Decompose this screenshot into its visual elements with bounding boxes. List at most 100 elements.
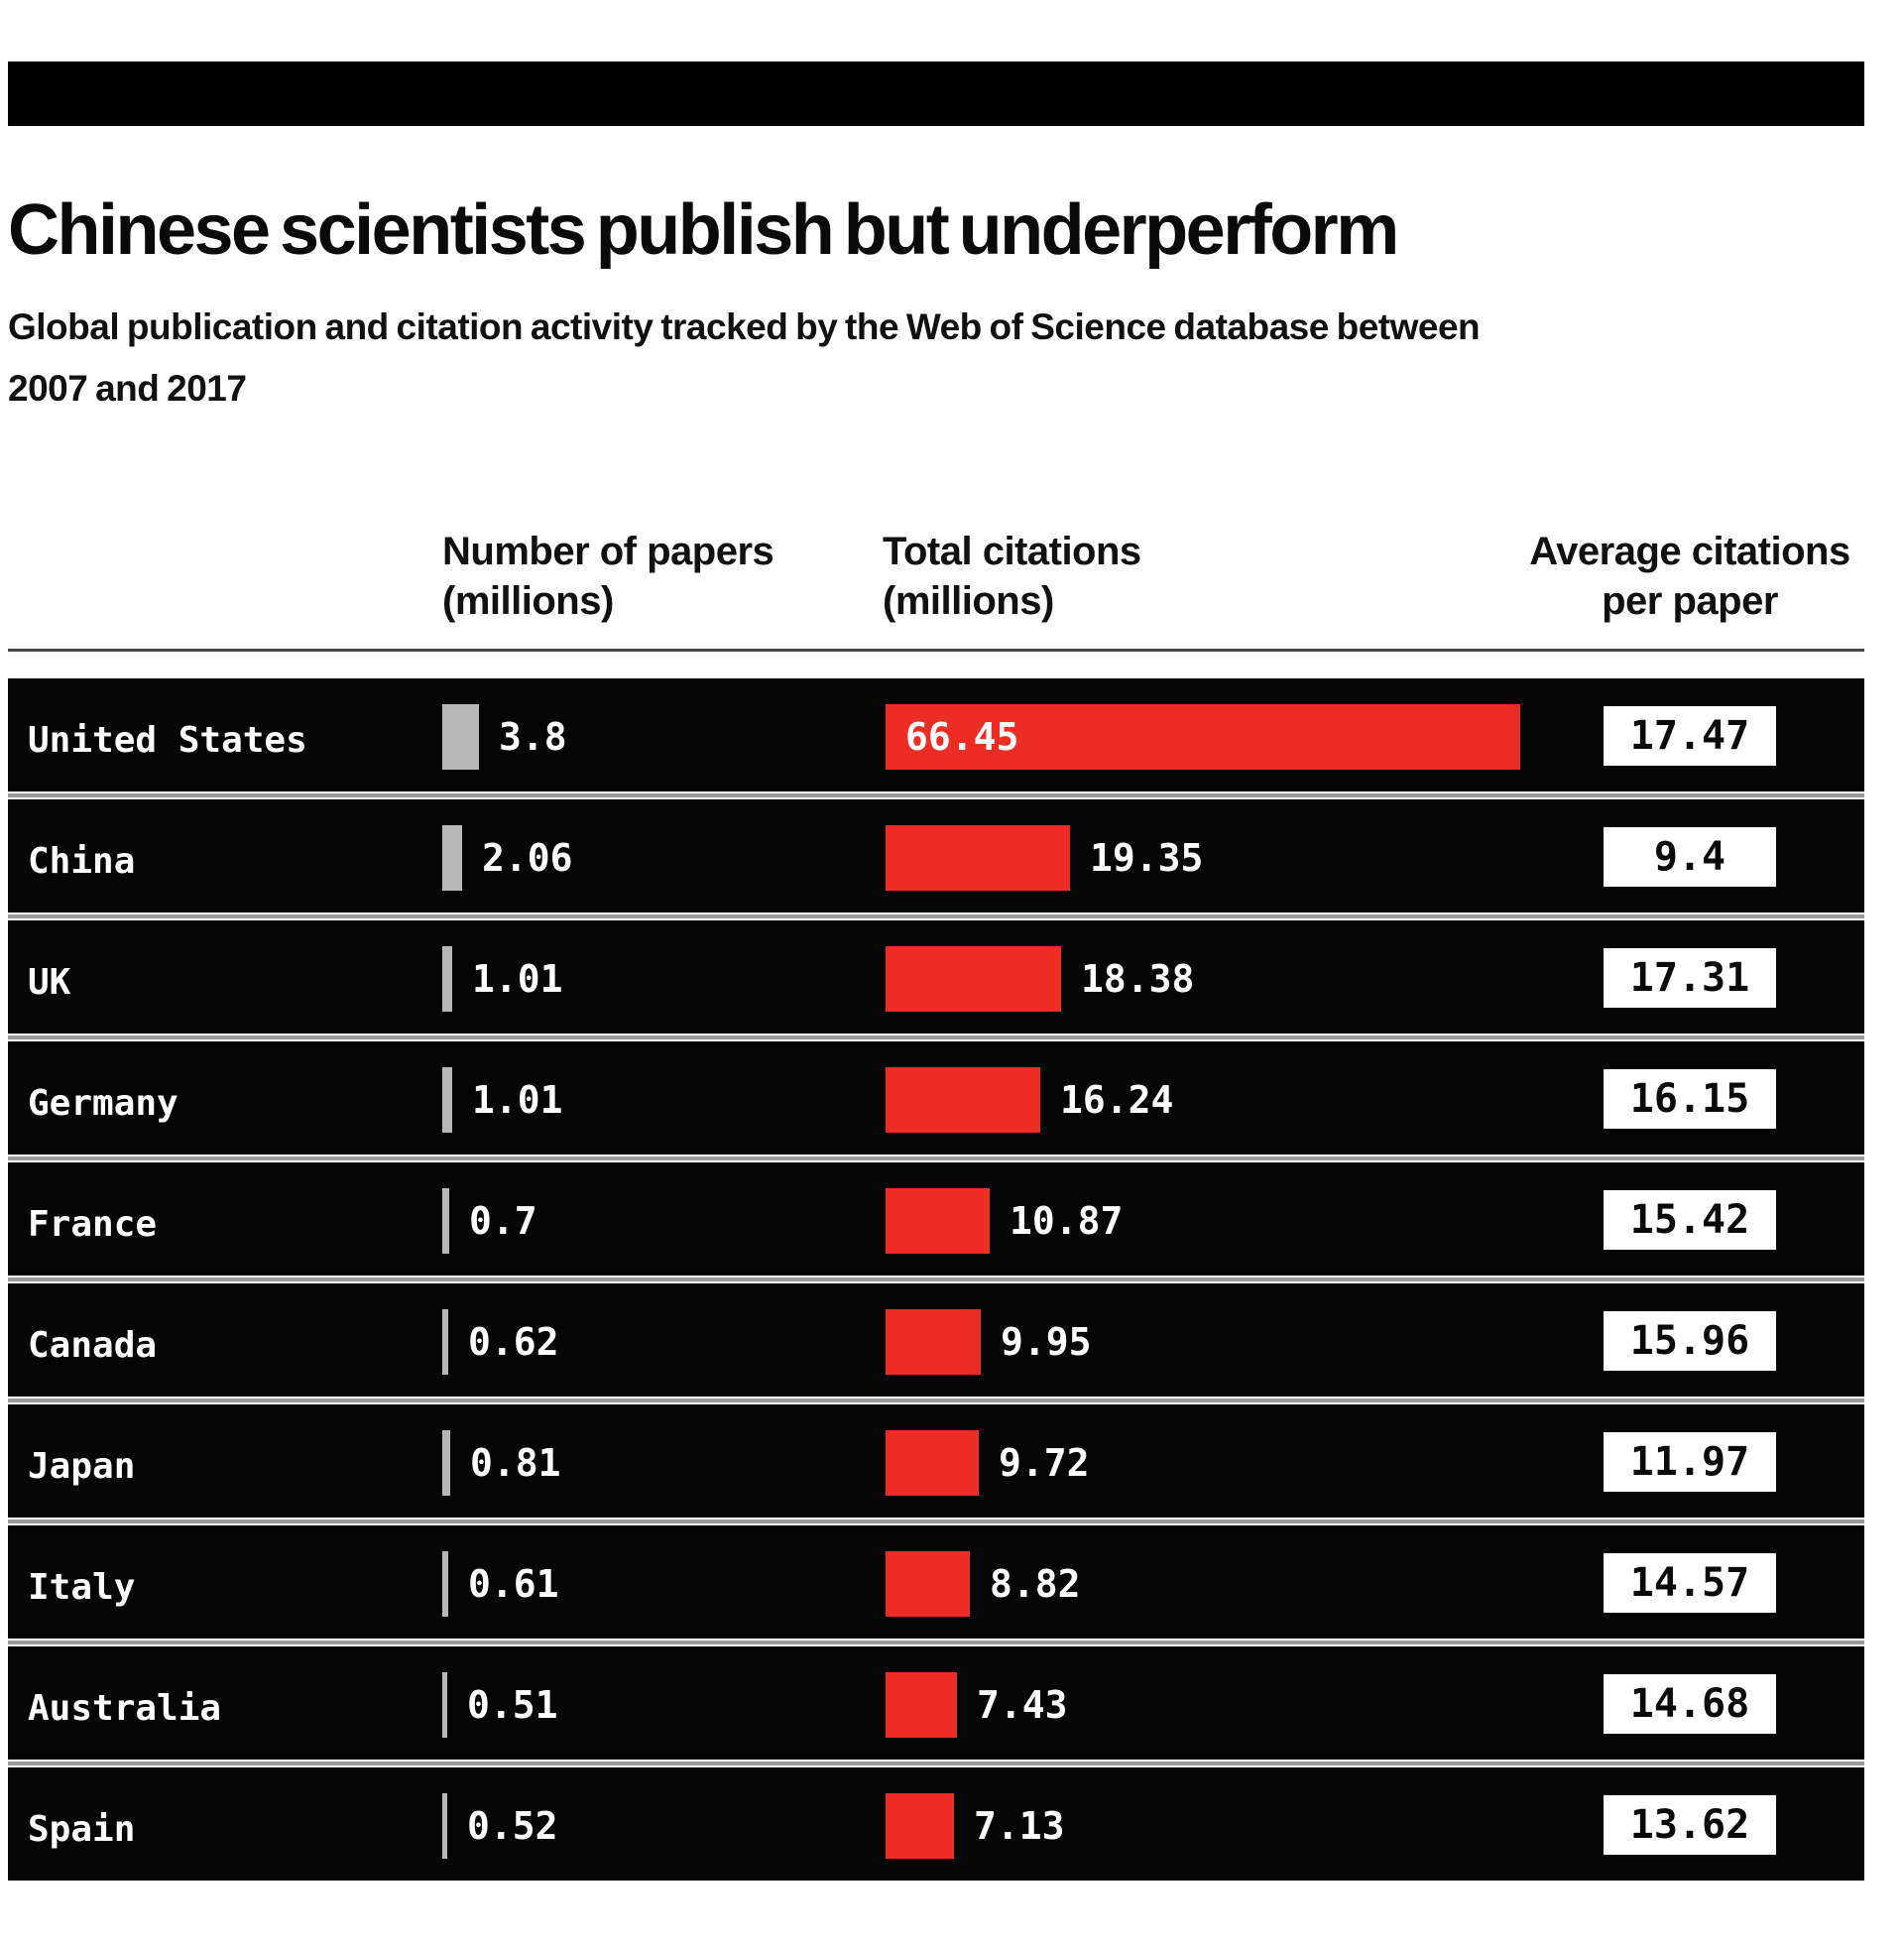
papers-bar bbox=[442, 1188, 449, 1254]
country-row: Germany 1.01 16.24 16.15 bbox=[8, 1041, 1864, 1155]
row-divider bbox=[8, 1760, 1864, 1767]
country-label: Australia bbox=[28, 1687, 222, 1729]
avg-citations-box: 9.4 bbox=[1604, 827, 1776, 887]
papers-value: 2.06 bbox=[482, 836, 573, 880]
avg-citations-value: 14.57 bbox=[1629, 1560, 1750, 1606]
citations-bar bbox=[886, 1430, 979, 1496]
country-label: Spain bbox=[28, 1808, 136, 1850]
citations-bar bbox=[886, 1551, 970, 1617]
avg-citations-box: 17.47 bbox=[1604, 706, 1776, 766]
papers-bar bbox=[442, 704, 479, 770]
avg-citations-value: 14.68 bbox=[1629, 1681, 1750, 1727]
papers-value: 3.8 bbox=[499, 715, 567, 759]
column-header-papers-line2: (millions) bbox=[442, 579, 614, 623]
avg-citations-value: 17.31 bbox=[1629, 955, 1750, 1001]
avg-citations-box: 11.97 bbox=[1604, 1432, 1776, 1492]
papers-bar bbox=[442, 946, 452, 1012]
column-header-papers: Number of papers (millions) bbox=[442, 527, 774, 626]
papers-bar bbox=[442, 1067, 452, 1133]
avg-citations-value: 15.42 bbox=[1629, 1197, 1750, 1243]
chart-rows: United States 3.8 66.45 17.47 China 2.06… bbox=[8, 678, 1864, 1881]
avg-citations-box: 15.42 bbox=[1604, 1190, 1776, 1250]
citations-bar bbox=[886, 1309, 981, 1375]
row-divider bbox=[8, 1397, 1864, 1404]
avg-citations-value: 13.62 bbox=[1629, 1802, 1750, 1848]
country-row: China 2.06 19.35 9.4 bbox=[8, 799, 1864, 912]
avg-citations-value: 15.96 bbox=[1629, 1318, 1750, 1364]
country-row: United States 3.8 66.45 17.47 bbox=[8, 678, 1864, 791]
citations-bar bbox=[886, 1793, 954, 1859]
avg-citations-value: 16.15 bbox=[1629, 1076, 1750, 1122]
avg-citations-box: 15.96 bbox=[1604, 1311, 1776, 1371]
citations-value: 19.35 bbox=[1090, 836, 1204, 880]
column-header-average: Average citations per paper bbox=[1516, 527, 1863, 626]
citations-value: 18.38 bbox=[1081, 957, 1195, 1001]
country-row: France 0.7 10.87 15.42 bbox=[8, 1162, 1864, 1276]
row-divider bbox=[8, 791, 1864, 799]
avg-citations-box: 16.15 bbox=[1604, 1069, 1776, 1129]
papers-value: 0.62 bbox=[468, 1320, 559, 1364]
papers-bar bbox=[442, 1309, 448, 1375]
row-divider bbox=[8, 1033, 1864, 1041]
citations-value: 16.24 bbox=[1060, 1078, 1174, 1122]
papers-value: 0.52 bbox=[467, 1804, 558, 1848]
country-row: UK 1.01 18.38 17.31 bbox=[8, 920, 1864, 1033]
citations-value: 7.13 bbox=[974, 1804, 1065, 1848]
country-label: Italy bbox=[28, 1566, 136, 1608]
row-divider bbox=[8, 912, 1864, 920]
citations-bar bbox=[886, 704, 1520, 770]
country-row: Canada 0.62 9.95 15.96 bbox=[8, 1283, 1864, 1397]
chart-title: Chinese scientists publish but underperf… bbox=[8, 190, 1399, 270]
avg-citations-box: 13.62 bbox=[1604, 1795, 1776, 1855]
papers-bar bbox=[442, 1793, 447, 1859]
papers-value: 0.51 bbox=[467, 1683, 558, 1727]
citations-bar bbox=[886, 1067, 1040, 1133]
row-divider bbox=[8, 1276, 1864, 1283]
country-row: Italy 0.61 8.82 14.57 bbox=[8, 1525, 1864, 1639]
citations-value: 9.95 bbox=[1001, 1320, 1092, 1364]
header-divider-rule bbox=[8, 649, 1864, 652]
country-label: Canada bbox=[28, 1324, 158, 1366]
row-divider bbox=[8, 1518, 1864, 1525]
citations-value: 10.87 bbox=[1010, 1199, 1124, 1243]
column-header-average-line2: per paper bbox=[1602, 579, 1778, 623]
chart-subtitle-line2: 2007 and 2017 bbox=[8, 368, 247, 409]
citations-bar bbox=[886, 825, 1070, 891]
avg-citations-box: 14.68 bbox=[1604, 1674, 1776, 1734]
column-header-citations: Total citations (millions) bbox=[883, 527, 1141, 626]
citations-bar bbox=[886, 946, 1061, 1012]
top-black-bar bbox=[8, 61, 1864, 126]
country-label: France bbox=[28, 1203, 158, 1245]
column-header-papers-line1: Number of papers bbox=[442, 530, 774, 573]
row-divider bbox=[8, 1639, 1864, 1646]
avg-citations-box: 17.31 bbox=[1604, 948, 1776, 1008]
country-label: United States bbox=[28, 719, 307, 761]
chart-subtitle-line1: Global publication and citation activity… bbox=[8, 306, 1481, 347]
country-row: Spain 0.52 7.13 13.62 bbox=[8, 1767, 1864, 1881]
column-header-citations-line2: (millions) bbox=[883, 579, 1054, 623]
chart-subtitle: Global publication and citation activity… bbox=[8, 297, 1813, 420]
citations-value: 7.43 bbox=[977, 1683, 1068, 1727]
citations-value: 9.72 bbox=[999, 1441, 1090, 1485]
avg-citations-value: 9.4 bbox=[1653, 834, 1726, 880]
citations-value: 8.82 bbox=[990, 1562, 1081, 1606]
papers-bar bbox=[442, 1430, 450, 1496]
papers-value: 0.61 bbox=[468, 1562, 559, 1606]
country-label: UK bbox=[28, 961, 71, 1003]
papers-value: 0.81 bbox=[470, 1441, 561, 1485]
papers-bar bbox=[442, 825, 462, 891]
column-header-citations-line1: Total citations bbox=[883, 530, 1141, 573]
papers-bar bbox=[442, 1672, 447, 1738]
country-row: Australia 0.51 7.43 14.68 bbox=[8, 1646, 1864, 1760]
avg-citations-value: 17.47 bbox=[1629, 713, 1750, 759]
row-divider bbox=[8, 1155, 1864, 1162]
citations-value: 66.45 bbox=[905, 715, 1019, 759]
papers-value: 1.01 bbox=[472, 957, 563, 1001]
avg-citations-value: 11.97 bbox=[1629, 1439, 1750, 1485]
country-row: Japan 0.81 9.72 11.97 bbox=[8, 1404, 1864, 1518]
country-label: Germany bbox=[28, 1082, 178, 1124]
papers-bar bbox=[442, 1551, 448, 1617]
avg-citations-box: 14.57 bbox=[1604, 1553, 1776, 1613]
papers-value: 1.01 bbox=[472, 1078, 563, 1122]
column-header-average-line1: Average citations bbox=[1529, 530, 1850, 573]
